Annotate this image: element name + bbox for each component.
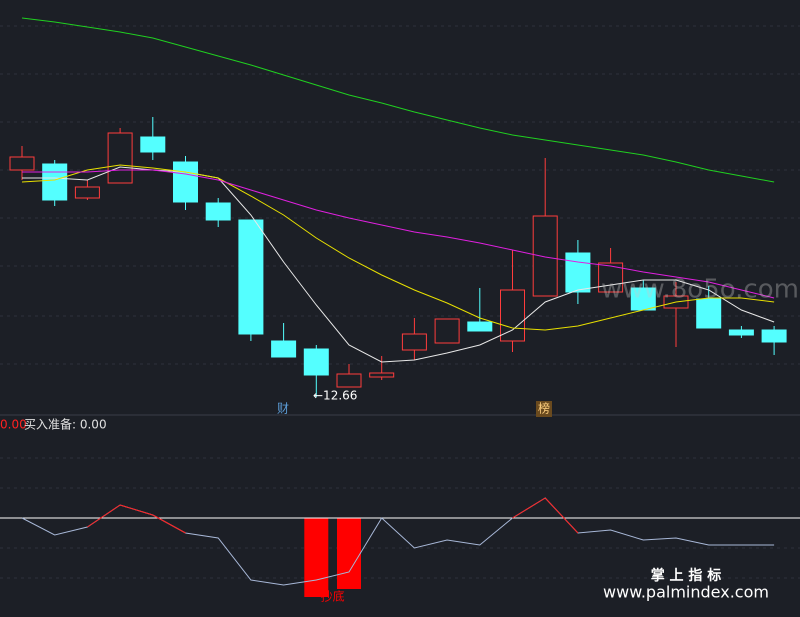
moving-average [21,17,775,183]
indicator-positive [512,497,546,519]
annotation-box [536,401,552,417]
candle-body [271,340,297,358]
candle-body [761,329,787,343]
signal-bar [337,518,361,589]
bar-label: 抄底 [321,589,345,604]
candle-body [107,132,133,184]
indicator-positive [152,514,186,534]
candle-body [140,136,166,153]
annotation: 财 [277,402,289,416]
candle-body [401,333,427,351]
candle-body [434,318,460,344]
candle-body [303,348,329,376]
indicator-positive [87,504,121,528]
candle-body [728,329,754,336]
candle-body [467,321,493,332]
signal-bar [304,518,329,597]
legend-label: 买入准备: 0.00 [24,418,107,432]
candle-body [9,156,35,171]
candle-body [532,215,558,297]
candle-body [238,219,264,335]
candle-body [173,161,198,203]
candle-body [369,372,395,378]
annotation: 榜 [538,401,550,416]
candle-body [500,289,525,342]
moving-average [22,169,775,299]
annotation: ←12.66 [313,389,357,403]
candle-body [74,186,100,199]
candle-body [565,252,591,293]
legend-value: 0.00 [0,418,27,432]
candle-body [336,373,362,388]
grid [0,25,800,579]
watermark: www.8o5o.com [601,275,799,305]
candle-body [205,202,231,221]
watermark: www.palmindex.com [603,583,769,602]
candle-body [598,262,624,293]
candle-body [42,163,68,201]
moving-average [21,164,775,331]
watermark: 掌 上 指 标 [651,567,722,584]
indicator-positive [119,504,153,516]
indicator-positive [544,497,579,534]
candle-body [696,298,722,329]
